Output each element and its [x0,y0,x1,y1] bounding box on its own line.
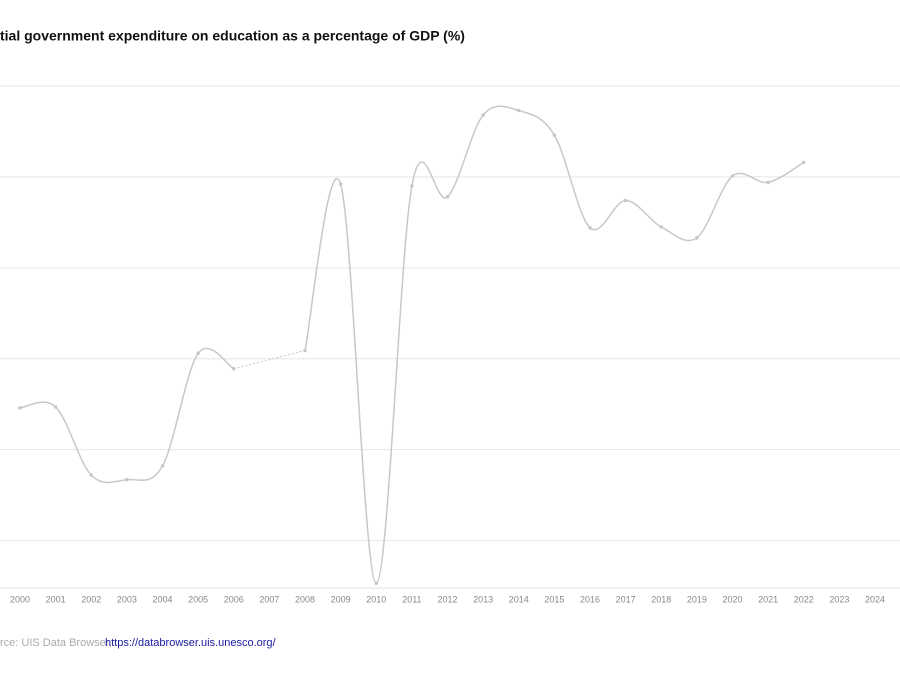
x-tick-label: 2009 [331,594,351,604]
x-tick-label: 2019 [687,594,707,604]
data-point [766,180,770,185]
data-point [659,225,664,229]
x-tick-label: 2021 [758,594,778,604]
data-point [623,198,628,203]
data-point [338,182,343,186]
chart-title: tial government expenditure on education… [0,28,465,44]
data-point [160,464,165,468]
x-tick-label: 2001 [46,594,66,604]
x-tick-label: 2013 [473,594,493,604]
x-tick-label: 2004 [152,594,172,604]
data-point [53,405,58,409]
data-point [801,160,806,165]
x-tick-label: 2005 [188,594,208,604]
data-point [445,195,450,199]
x-tick-label: 2017 [616,594,636,604]
x-tick-label: 2012 [437,594,457,604]
x-tick-label: 2014 [509,594,529,604]
data-point [303,348,307,353]
data-point [730,174,735,178]
data-point [588,226,592,230]
x-tick-label: 2022 [794,594,814,604]
x-tick-label: 2003 [117,594,137,604]
x-tick-label: 2018 [651,594,671,604]
x-tick-label: 2016 [580,594,600,604]
x-tick-label: 2007 [259,594,279,604]
data-point [374,581,379,586]
series-line [19,105,805,585]
data-point [196,351,200,356]
x-tick-label: 2020 [722,594,742,604]
data-point [695,236,699,240]
x-tick-label: 2010 [366,594,386,604]
x-tick-label: 2002 [81,594,101,604]
x-tick-label: 2023 [829,594,849,604]
x-tick-label: 2024 [865,594,885,604]
source-label: rce: UIS Data Browser, [0,637,112,649]
data-point [410,184,414,188]
source-link[interactable]: https://databrowser.uis.unesco.org/ [105,637,277,649]
x-tick-label: 2008 [295,594,315,604]
data-point [18,406,22,410]
gap-bridge [233,350,306,370]
data-point [481,113,485,117]
x-tick-label: 2000 [10,594,30,604]
data-point [231,366,236,371]
x-tick-label: 2015 [544,594,564,604]
x-tick-label: 2006 [224,594,244,604]
data-point [516,108,521,113]
data-point [552,133,557,137]
data-point [125,477,129,482]
x-tick-label: 2011 [402,594,421,604]
data-point [89,473,94,477]
